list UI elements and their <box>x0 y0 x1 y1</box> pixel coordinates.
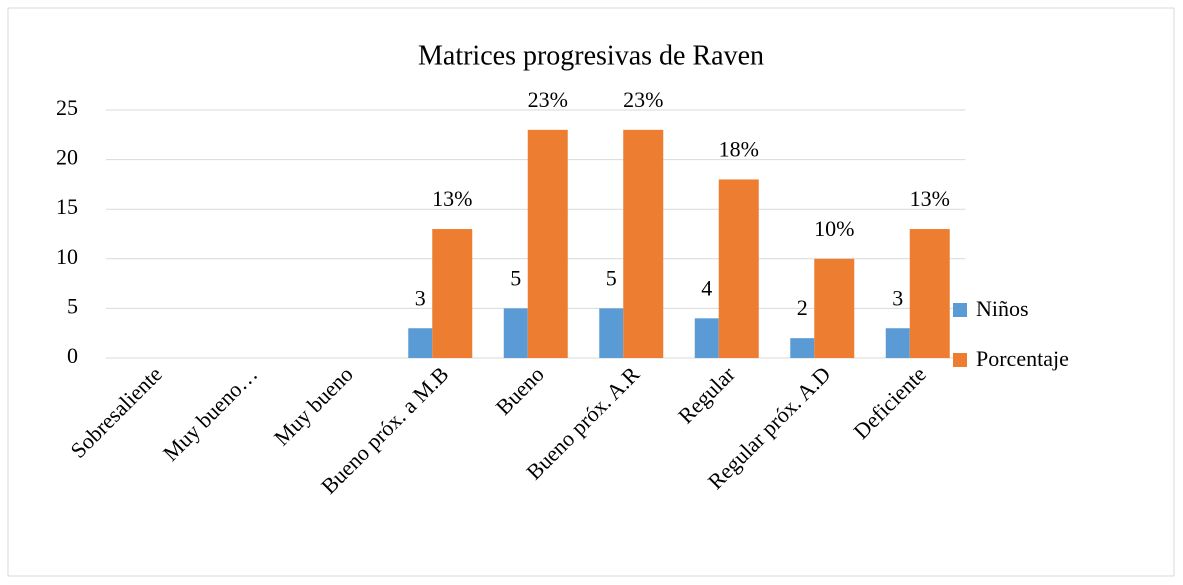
data-label: 5 <box>510 265 521 290</box>
bar <box>408 328 433 358</box>
data-label: 18% <box>719 136 759 161</box>
data-label: 3 <box>892 285 903 310</box>
bar <box>718 179 759 358</box>
bar <box>694 318 719 358</box>
data-label: 23% <box>623 87 663 112</box>
data-label: 3 <box>415 285 426 310</box>
bar <box>527 129 568 358</box>
bar <box>790 338 815 358</box>
legend-swatch <box>953 303 967 317</box>
chart-border <box>7 7 1175 577</box>
data-label: 23% <box>528 87 568 112</box>
y-tick-label: 0 <box>67 343 78 368</box>
bar <box>599 308 624 358</box>
bar <box>909 229 950 358</box>
bar <box>623 129 664 358</box>
data-label: 2 <box>797 295 808 320</box>
bar <box>432 229 473 358</box>
y-tick-label: 25 <box>56 95 78 120</box>
bar <box>885 328 910 358</box>
data-label: 10% <box>814 216 854 241</box>
bar <box>814 258 855 358</box>
data-label: 13% <box>432 186 472 211</box>
legend-label: Niños <box>976 296 1029 321</box>
legend-swatch <box>953 353 967 367</box>
y-tick-label: 20 <box>56 145 78 170</box>
y-tick-label: 10 <box>56 244 78 269</box>
y-tick-label: 15 <box>56 194 78 219</box>
y-tick-label: 5 <box>67 293 78 318</box>
legend-label: Porcentaje <box>976 346 1069 371</box>
data-label: 5 <box>606 265 617 290</box>
bar <box>503 308 528 358</box>
data-label: 4 <box>701 275 712 300</box>
chart-title: Matrices progresivas de Raven <box>418 40 764 71</box>
data-label: 13% <box>910 186 950 211</box>
